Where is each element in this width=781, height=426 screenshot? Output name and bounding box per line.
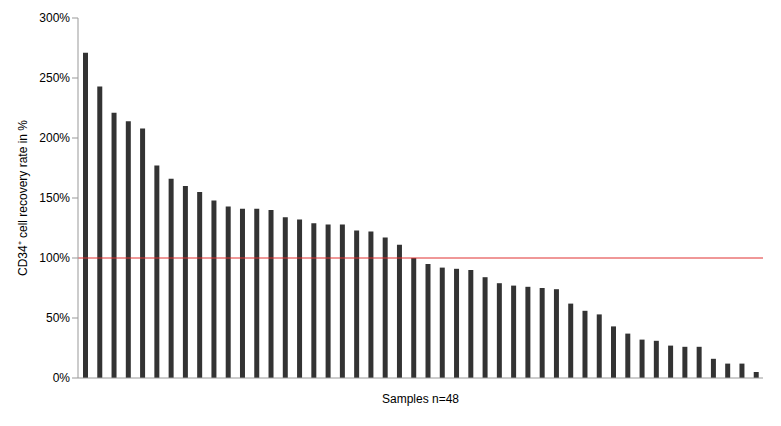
svg-text:100%: 100% bbox=[39, 251, 70, 265]
svg-text:200%: 200% bbox=[39, 131, 70, 145]
svg-text:150%: 150% bbox=[39, 191, 70, 205]
svg-text:0%: 0% bbox=[53, 371, 71, 385]
svg-text:50%: 50% bbox=[46, 311, 70, 325]
svg-text:CD34⁺ cell recovery rate in %: CD34⁺ cell recovery rate in % bbox=[16, 120, 30, 276]
svg-text:Samples n=48: Samples n=48 bbox=[382, 392, 459, 406]
svg-text:250%: 250% bbox=[39, 71, 70, 85]
svg-text:300%: 300% bbox=[39, 11, 70, 25]
